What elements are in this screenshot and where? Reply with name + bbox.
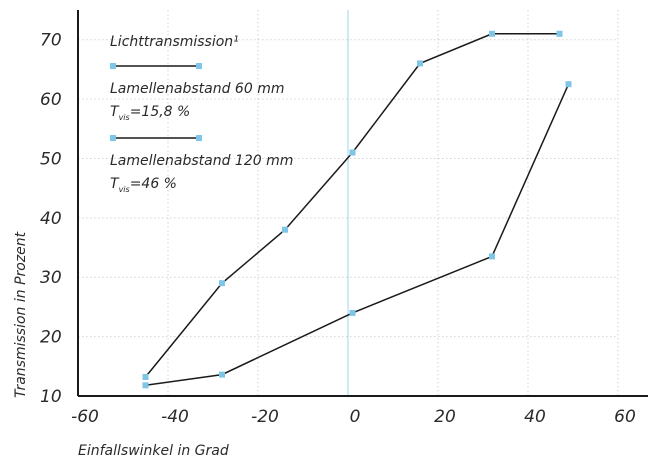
y-tick-label-20: 20	[40, 328, 62, 348]
x-tick-label-40: 40	[524, 407, 546, 427]
data-point-s0-0	[142, 382, 149, 389]
y-tick-label-10: 10	[40, 387, 62, 407]
series-line-0	[145, 83, 570, 387]
tvis-subscript: vis	[119, 185, 130, 194]
y-tick-label-60: 60	[40, 90, 62, 110]
data-point-s1-1	[219, 280, 225, 287]
data-point-s0-3	[489, 253, 495, 260]
legend-entry-60mm: Lamellenabstand 60 mm Tvis=15,8 %	[110, 63, 284, 122]
y-tick-label-50: 50	[40, 149, 62, 169]
tvis-value-120mm: =46 %	[130, 176, 177, 192]
axes	[77, 10, 648, 397]
legend-marker-120mm-start	[110, 135, 116, 141]
data-point-s1-3	[349, 149, 356, 156]
legend-marker-60mm-start	[110, 63, 116, 69]
y-tick-label-70: 70	[40, 31, 62, 51]
data-point-s1-2	[282, 226, 288, 233]
data-point-s1-4	[417, 60, 423, 67]
legend-marker-120mm-end	[196, 135, 202, 141]
data-point-s0-1	[219, 371, 225, 378]
x-tick-label-0: 0	[350, 407, 361, 427]
legend-tvis-120mm: Tvis=46 %	[110, 176, 177, 194]
y-tick-label-30: 30	[40, 268, 62, 288]
legend-label-120mm: Lamellenabstand 120 mm	[110, 153, 293, 169]
tvis-symbol: T	[110, 176, 120, 192]
x-tick-label-20: 20	[434, 407, 456, 427]
tvis-subscript: vis	[119, 113, 130, 122]
y-tick-labels: 10 20 30 40 50 60 70	[40, 31, 62, 407]
x-tick-label--60: -60	[71, 407, 99, 427]
tvis-symbol: T	[110, 104, 120, 120]
y-axis-title: Transmission in Prozent	[13, 231, 29, 398]
x-axis-title: Einfallswinkel in Grad	[78, 443, 229, 459]
series	[142, 30, 572, 389]
legend-tvis-60mm: Tvis=15,8 %	[110, 104, 190, 122]
data-point-s1-0	[142, 374, 149, 380]
data-point-s0-2	[349, 309, 356, 316]
legend-label-60mm: Lamellenabstand 60 mm	[110, 81, 284, 97]
x-tick-labels: -60 -40 -20 0 20 40 60	[71, 407, 636, 427]
legend-marker-60mm-end	[196, 63, 202, 69]
y-tick-label-40: 40	[40, 209, 62, 229]
legend-title: Lichttransmission¹	[110, 34, 239, 50]
data-point-s1-5	[489, 30, 495, 37]
data-point-s1-6	[556, 30, 563, 37]
data-point-s0-4	[565, 81, 572, 88]
tvis-value-60mm: =15,8 %	[130, 104, 191, 120]
legend: Lichttransmission¹ Lamellenabstand 60 mm…	[110, 34, 293, 194]
x-tick-label--40: -40	[161, 407, 189, 427]
x-tick-label-60: 60	[614, 407, 636, 427]
x-tick-label--20: -20	[251, 407, 279, 427]
legend-entry-120mm: Lamellenabstand 120 mm Tvis=46 %	[110, 135, 293, 194]
